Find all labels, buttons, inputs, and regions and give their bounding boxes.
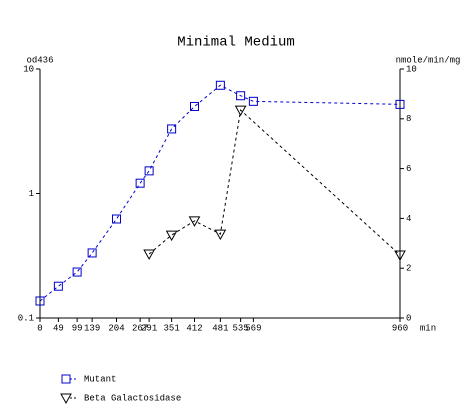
marker	[87, 248, 97, 258]
x-axis-label: min	[420, 323, 436, 333]
x-tick-label: 481	[212, 323, 228, 333]
legend-marker	[60, 393, 72, 405]
y-tick-label: 0.1	[18, 313, 34, 323]
y-tick-label: 10	[23, 64, 34, 74]
x-tick-label: 960	[392, 323, 408, 333]
marker	[190, 101, 199, 111]
marker	[72, 267, 82, 277]
marker	[248, 96, 258, 106]
y-tick-label: 1	[29, 189, 34, 199]
series-line	[148, 109, 401, 256]
x-tick-label: 412	[186, 323, 202, 333]
y-axis-label: od436	[26, 55, 53, 65]
chart-title: Minimal Medium	[177, 35, 295, 51]
series-line	[39, 84, 401, 302]
y2-tick-label: 8	[406, 114, 411, 124]
marker	[135, 178, 145, 188]
marker	[53, 281, 63, 291]
x-tick-label: 351	[164, 323, 180, 333]
y2-tick-label: 6	[406, 164, 411, 174]
marker	[236, 91, 246, 101]
marker	[143, 249, 155, 261]
x-tick-label: 267	[132, 323, 148, 333]
marker	[35, 296, 45, 306]
legend-label: Beta Galactosidase	[84, 393, 181, 403]
y2-tick-label: 0	[406, 313, 411, 323]
x-tick-label: 99	[72, 323, 83, 333]
marker	[165, 230, 178, 242]
marker	[395, 99, 405, 109]
y2-tick-label: 2	[406, 264, 411, 274]
x-tick-label: 535	[233, 323, 249, 333]
x-tick-label: 139	[84, 323, 100, 333]
marker	[167, 124, 177, 134]
x-tick-label: 204	[108, 323, 124, 333]
marker	[234, 105, 247, 117]
x-tick-label: 0	[37, 323, 42, 333]
marker	[188, 216, 201, 227]
y2-tick-label: 10	[406, 64, 417, 74]
legend-marker	[61, 374, 71, 384]
x-tick-label: 291	[141, 323, 157, 333]
x-tick-label: 49	[53, 323, 64, 333]
marker	[144, 166, 154, 176]
marker	[394, 250, 406, 262]
legend-label: Mutant	[84, 374, 116, 384]
y2-axis-label: nmole/min/mg	[396, 55, 461, 65]
y2-tick-label: 4	[406, 214, 411, 224]
marker	[112, 214, 121, 224]
marker	[214, 229, 227, 241]
marker	[215, 80, 225, 90]
x-tick-label: 569	[245, 323, 261, 333]
